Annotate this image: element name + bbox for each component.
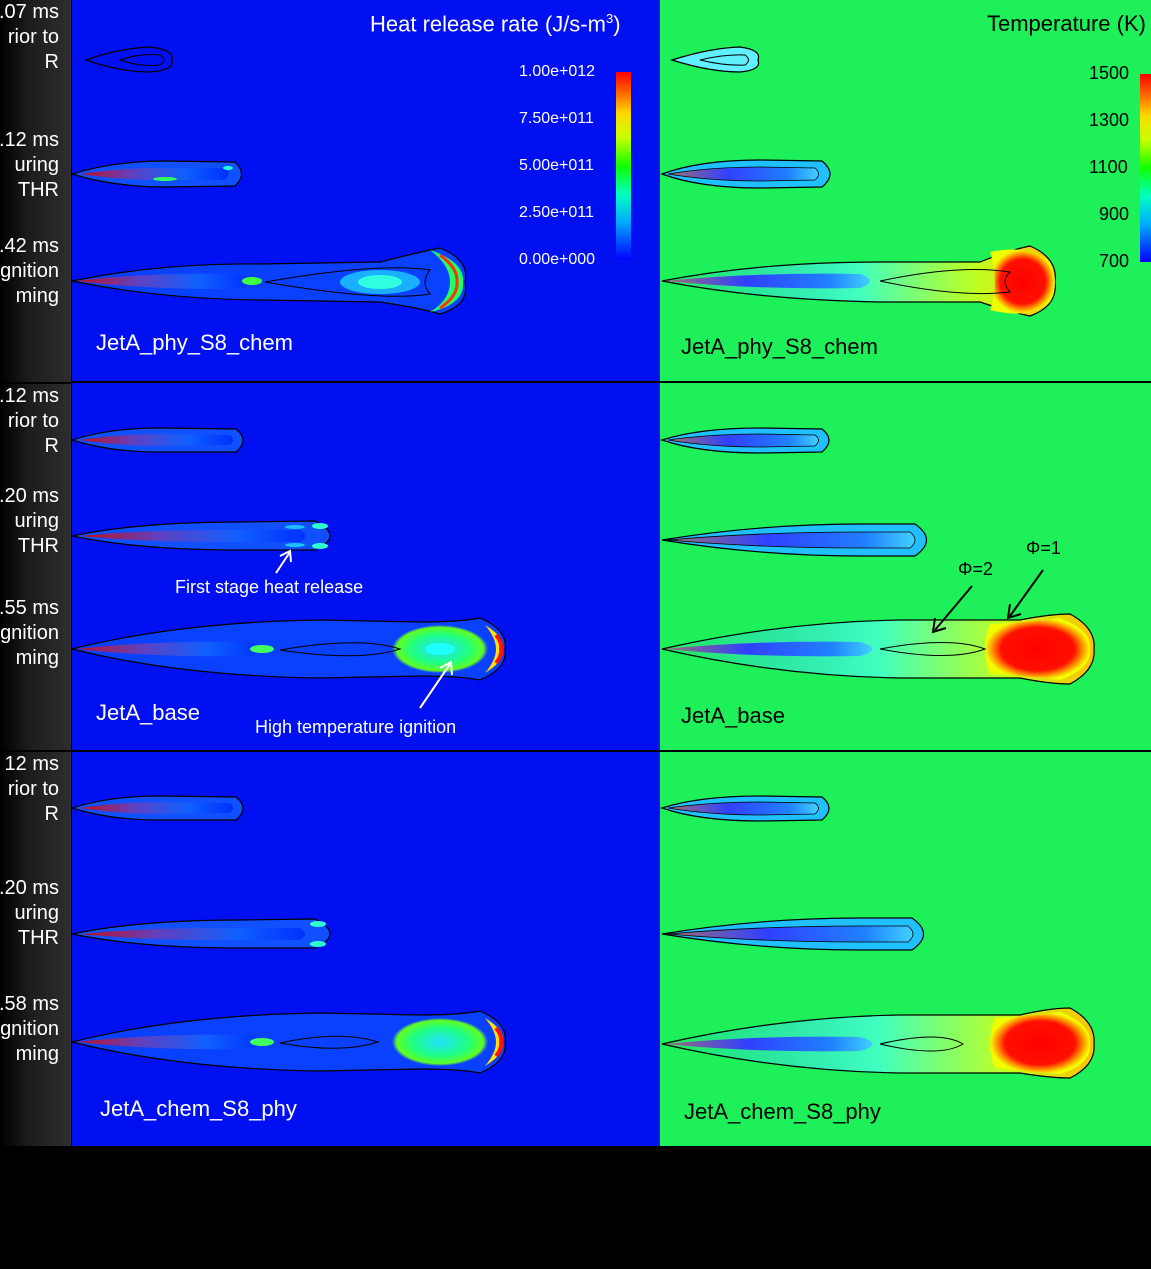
hrr-tick-2: 7.50e+011 [519,110,594,127]
time-label-8: .20 ms uring THR [0,876,71,992]
temp-tick-5: 700 [1099,251,1130,271]
hrr-tick-5: 0.00e+000 [519,251,596,268]
hrr-tick-3: 5.00e+011 [519,157,594,174]
temp-tick-4: 900 [1099,204,1130,224]
case-label-right-3: JetA_chem_S8_phy [684,1099,881,1124]
phi2-annotation: Φ=2 [958,559,993,579]
case-label-right-1: JetA_phy_S8_chem [681,334,878,359]
hrr-plume-1c [71,247,467,315]
time-label-column: .07 ms rior to R .12 ms uring THR .42 ms… [0,0,71,1146]
temp-plume-1b [660,159,831,189]
temp-plume-2b [661,523,928,557]
time-label-4: .12 ms rior to R [0,384,71,484]
row-separator-1 [72,381,1151,383]
hrr-plume-1a [84,46,173,73]
temp-tick-3: 1100 [1089,157,1128,177]
heat-release-panel [72,0,660,1146]
temp-plume-2c [661,613,1095,685]
hrr-tick-4: 2.50e+011 [519,204,594,221]
temp-plume-2a [660,427,830,454]
high-temp-annotation: High temperature ignition [255,717,457,737]
arrow-first-stage [275,549,292,574]
temperature-title: Temperature (K) [987,11,1146,36]
hrr-plume-3b [71,918,331,949]
hrr-plume-2b [71,520,331,551]
arrow-high-temp [419,660,453,709]
temp-plume-3b [661,917,925,951]
temp-plume-1c [661,245,1056,317]
arrow-phi2 [931,585,973,634]
hrr-plume-2a [70,427,244,453]
hrr-plume-1b [70,160,243,188]
phi1-annotation: Φ=1 [1026,538,1061,558]
time-label-2: .12 ms uring THR [0,128,71,234]
case-label-left-3: JetA_chem_S8_phy [100,1096,297,1121]
hrr-tick-1: 1.00e+012 [519,63,596,80]
hrr-colorbar [616,72,631,260]
time-label-3: .42 ms gnition ming [0,234,71,382]
time-label-5: .20 ms uring THR [0,484,71,596]
temp-tick-2: 1300 [1089,110,1130,130]
temp-plume-3c [661,1007,1095,1079]
temperature-panel [660,0,1151,1146]
case-label-right-2: JetA_base [681,703,785,728]
time-label-7: 12 ms rior to R [0,752,71,876]
arrow-phi1 [1006,569,1044,620]
temp-plume-3a [660,795,830,822]
temp-tick-1: 1500 [1089,63,1130,83]
hrr-plume-2c [71,617,506,681]
case-label-left-1: JetA_phy_S8_chem [96,330,293,355]
first-stage-annotation: First stage heat release [175,577,364,597]
temp-plume-1a [670,46,760,73]
row-separator-2 [72,750,1151,752]
hrr-plume-3c [71,1010,506,1074]
case-label-left-2: JetA_base [96,700,200,725]
hrr-plume-3a [70,795,244,821]
time-label-1: .07 ms rior to R [0,0,71,128]
time-label-6: .55 ms gnition ming [0,596,71,750]
time-label-9: .58 ms gnition ming [0,992,71,1146]
temperature-colorbar [1140,74,1151,262]
hrr-title: Heat release rate (J/s-m3) [370,11,621,37]
